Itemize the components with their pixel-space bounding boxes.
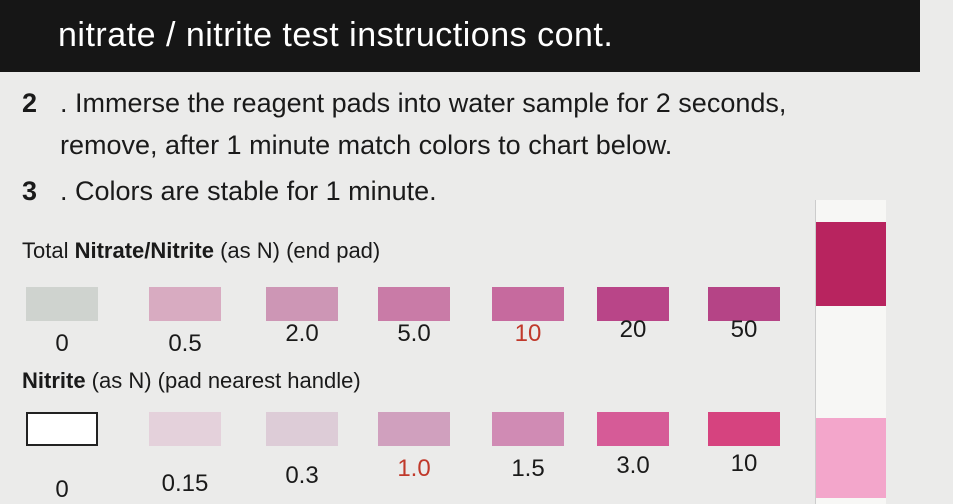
step: 2. Immerse the reagent pads into water s… bbox=[22, 88, 786, 119]
swatch-label: 10 bbox=[730, 450, 758, 477]
swatch-label: 2.0 bbox=[285, 320, 319, 347]
swatch-label: 10 bbox=[514, 320, 542, 347]
scale-title: Nitrite (as N) (pad nearest handle) bbox=[22, 368, 361, 394]
color-swatch bbox=[149, 412, 221, 446]
color-swatch bbox=[492, 412, 564, 446]
color-swatch bbox=[492, 287, 564, 321]
color-swatch bbox=[597, 412, 669, 446]
scale-title-bold: Nitrate/Nitrite bbox=[74, 238, 214, 263]
swatch-label: 3.0 bbox=[616, 452, 650, 479]
swatch-label: 1.5 bbox=[511, 455, 545, 482]
swatch-label: 0.15 bbox=[161, 470, 209, 497]
swatch-label: 0 bbox=[55, 476, 69, 503]
color-swatch bbox=[266, 287, 338, 321]
swatch-label: 0.5 bbox=[168, 330, 202, 357]
step: 3. Colors are stable for 1 minute. bbox=[22, 176, 437, 207]
color-swatch bbox=[708, 412, 780, 446]
strip-end-pad bbox=[816, 222, 886, 306]
step-dot: . bbox=[60, 176, 76, 206]
color-swatch bbox=[26, 287, 98, 321]
color-swatch bbox=[266, 412, 338, 446]
swatch-label: 20 bbox=[619, 316, 647, 343]
header-bar: nitrate / nitrite test instructions cont… bbox=[0, 0, 920, 72]
step-number: 2 bbox=[22, 88, 38, 118]
step-dot: . bbox=[60, 88, 76, 118]
swatch-label: 0 bbox=[55, 330, 69, 357]
scale-title-bold: Nitrite bbox=[22, 368, 86, 393]
step-number: 3 bbox=[22, 176, 38, 206]
color-swatch bbox=[378, 287, 450, 321]
swatch-label: 0.3 bbox=[285, 462, 319, 489]
swatch-label: 5.0 bbox=[397, 320, 431, 347]
color-swatch bbox=[597, 287, 669, 321]
color-swatch bbox=[378, 412, 450, 446]
scale-title-plain: Total bbox=[22, 238, 75, 263]
color-swatch bbox=[708, 287, 780, 321]
scale-title-rest: (as N) (end pad) bbox=[213, 238, 381, 263]
step-text: remove, after 1 minute match colors to c… bbox=[60, 130, 673, 160]
step-text: Immerse the reagent pads into water samp… bbox=[75, 88, 787, 118]
test-strip bbox=[815, 200, 886, 504]
step-text: Colors are stable for 1 minute. bbox=[75, 176, 437, 206]
scale-title-rest: (as N) (pad nearest handle) bbox=[85, 368, 361, 393]
header-title: nitrate / nitrite test instructions cont… bbox=[58, 16, 614, 54]
color-swatch bbox=[149, 287, 221, 321]
scale-title: Total Nitrate/Nitrite (as N) (end pad) bbox=[22, 238, 380, 264]
swatch-label: 50 bbox=[730, 316, 758, 343]
strip-handle-pad bbox=[816, 418, 886, 498]
swatch-label: 1.0 bbox=[397, 455, 431, 482]
color-swatch bbox=[26, 412, 98, 446]
